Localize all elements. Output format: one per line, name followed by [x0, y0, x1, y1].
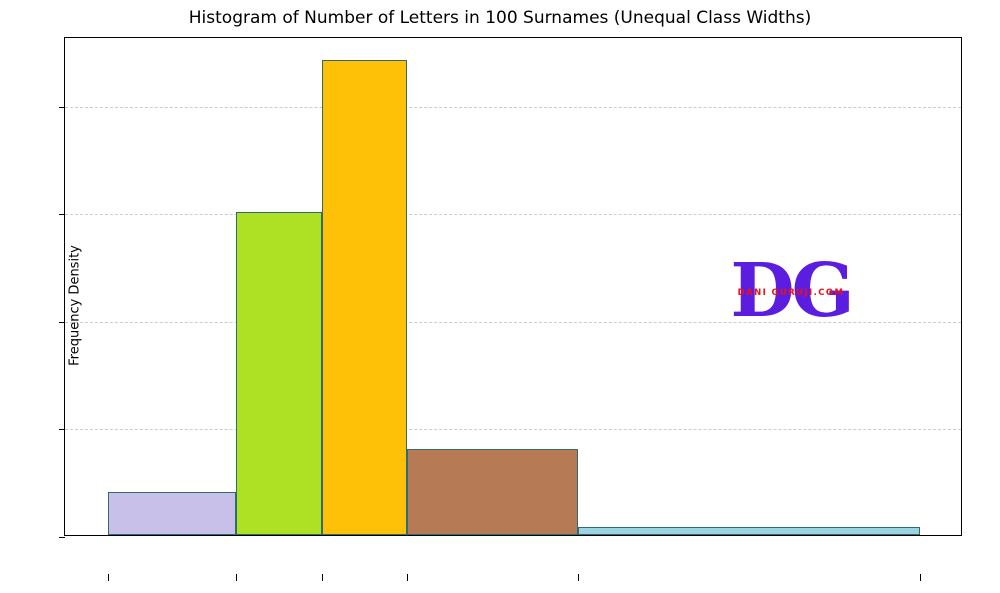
x-tick-label: 6: [315, 590, 328, 593]
gridline: [65, 321, 961, 323]
x-tick-label: 1: [101, 590, 114, 593]
gridline: [65, 106, 961, 108]
histogram-bar: [578, 527, 921, 535]
plot-area: DG DANI GURUJI.COM 05101520 14681220 Num…: [59, 37, 962, 593]
gridline: [65, 214, 961, 216]
page-title: Histogram of Number of Letters in 100 Su…: [188, 8, 812, 28]
x-tick-mark: [236, 574, 238, 581]
x-tick-mark: [407, 574, 409, 581]
y-tick-mark: [59, 214, 65, 216]
watermark: DG DANI GURUJI.COM: [728, 252, 854, 330]
y-tick-mark: [59, 321, 65, 323]
histogram-bar: [407, 448, 579, 535]
x-tick-mark: [920, 574, 922, 581]
watermark-monogram: DG: [730, 248, 854, 334]
y-axis-label: Frequency Density: [67, 245, 83, 366]
x-tick-label: 4: [229, 590, 242, 593]
x-tick-mark: [107, 574, 109, 581]
histogram-bar: [321, 59, 408, 535]
gridline: [65, 429, 961, 431]
x-tick-mark: [578, 574, 580, 581]
histogram-bar: [107, 491, 237, 535]
histogram-bar: [236, 212, 322, 535]
x-tick-label: 8: [400, 590, 413, 593]
y-tick-mark: [59, 106, 65, 108]
y-tick-mark: [59, 537, 65, 538]
watermark-url: DANI GURUJI.COM: [737, 288, 845, 298]
x-tick-label: 20: [907, 590, 933, 593]
y-tick-mark: [59, 429, 65, 431]
x-tick-mark: [321, 574, 323, 581]
x-tick-label: 12: [565, 590, 591, 593]
plot-inner: DG DANI GURUJI.COM: [65, 38, 961, 535]
